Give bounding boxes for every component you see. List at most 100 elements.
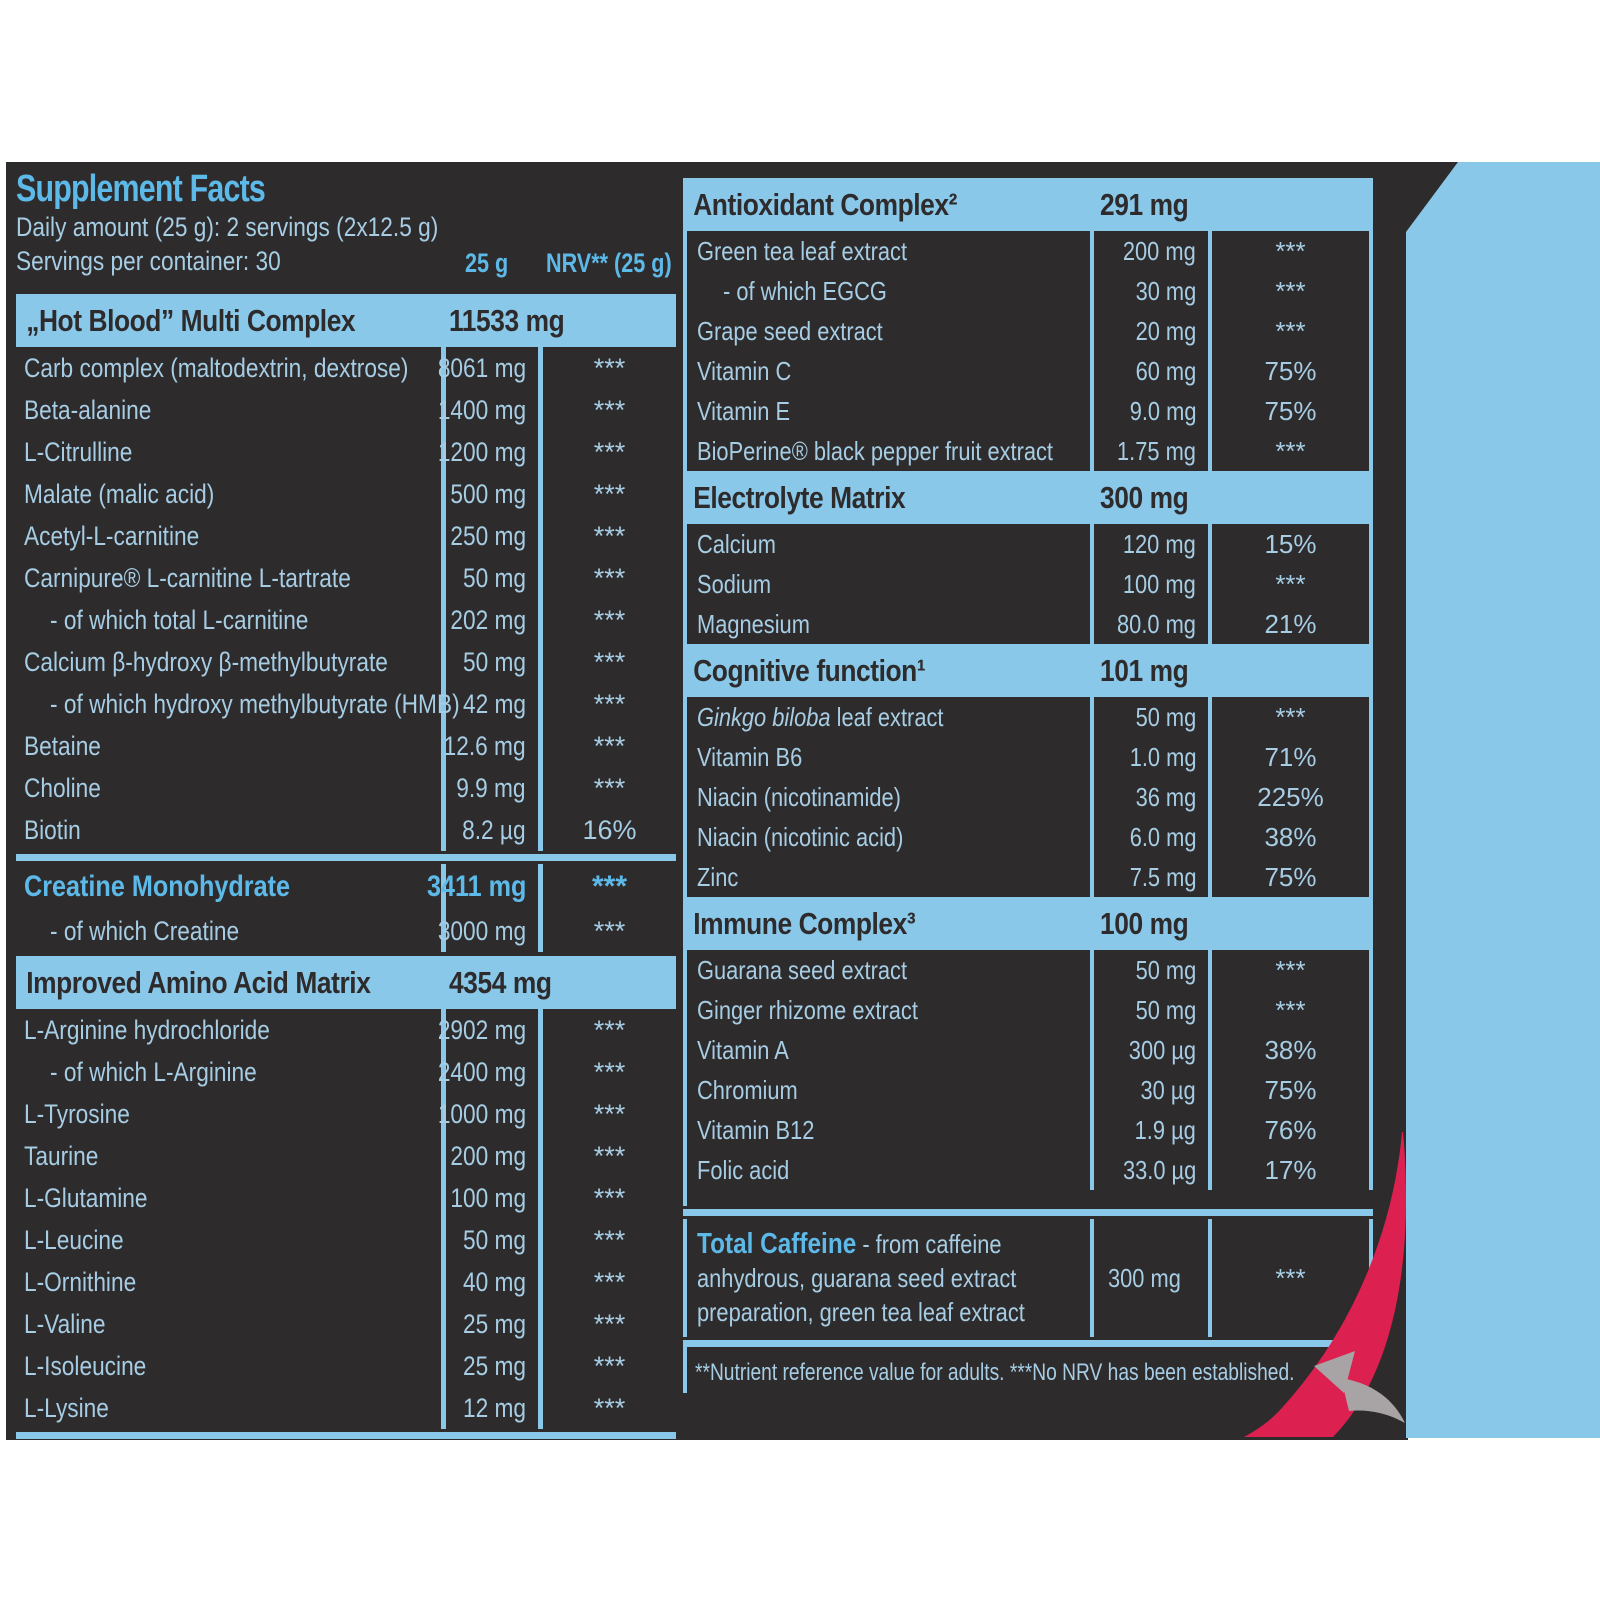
ingredient-amount: 50 mg — [1090, 697, 1212, 737]
ingredient-name: Zinc — [683, 857, 1090, 897]
ingredient-nrv: *** — [593, 520, 626, 551]
ingredient-nrv: *** — [593, 688, 626, 719]
ingredient-name: Magnesium — [683, 604, 1090, 644]
creatine-monohydrate-row: Creatine Monohydrate 3411 mg *** — [16, 864, 676, 910]
ingredient-nrv: *** — [1212, 431, 1373, 471]
table-row: L-Tyrosine 1000 mg *** — [16, 1093, 676, 1135]
ingredient-nrv: 15% — [1212, 524, 1373, 564]
section-amount: 291 mg — [1100, 186, 1189, 222]
antioxidant-rows: Green tea leaf extract 200 mg *** - of w… — [683, 231, 1373, 471]
ingredient-amount: 250 mg — [441, 515, 543, 557]
table-row: Vitamin C 60 mg 75% — [683, 351, 1373, 391]
red-swoosh-decoration — [1244, 1132, 1406, 1437]
servings-text: Servings per container: 30 — [16, 246, 281, 276]
table-row: Zinc 7.5 mg 75% — [683, 857, 1373, 897]
table-row: Chromium 30 µg 75% — [683, 1070, 1373, 1110]
table-row: L-Isoleucine 25 mg *** — [16, 1345, 676, 1387]
table-row: Niacin (nicotinic acid) 6.0 mg 38% — [683, 817, 1373, 857]
ingredient-amount: 1.75 mg — [1090, 431, 1212, 471]
ingredient-amount: 1400 mg — [438, 389, 543, 431]
table-row: Grape seed extract 20 mg *** — [683, 311, 1373, 351]
table-row: Guarana seed extract 50 mg *** — [683, 950, 1373, 990]
ingredient-amount: 50 mg — [1090, 950, 1212, 990]
ingredient-name: Vitamin A — [683, 1030, 1090, 1070]
ingredient-name: Green tea leaf extract — [683, 231, 1090, 271]
ingredient-amount: 8.2 µg — [441, 809, 543, 851]
language-sidebar — [1406, 162, 1600, 1438]
ingredient-nrv: *** — [593, 772, 626, 803]
ingredient-name: Chromium — [683, 1070, 1090, 1110]
ingredient-name: Folic acid — [683, 1150, 1090, 1190]
table-row: Ginger rhizome extract 50 mg *** — [683, 990, 1373, 1030]
ingredient-nrv: *** — [1212, 697, 1373, 737]
table-row: - of which total L-carnitine 202 mg *** — [16, 599, 676, 641]
ingredient-name: - of which EGCG — [683, 271, 1090, 311]
footnote: **Nutrient reference value for adults. *… — [683, 1347, 1373, 1393]
ingredient-nrv: *** — [1212, 990, 1373, 1030]
peel-arrow-icon — [1314, 1351, 1405, 1423]
ingredient-nrv: *** — [593, 604, 626, 635]
electrolyte-rows: Calcium 120 mg 15% Sodium 100 mg *** Mag… — [683, 524, 1373, 644]
section-amount: 101 mg — [1100, 652, 1189, 688]
section-amount: 300 mg — [1100, 479, 1189, 515]
ingredient-nrv: 75% — [1212, 857, 1373, 897]
ingredient-name: L-Lysine — [24, 1392, 109, 1423]
table-row: Ginkgo biloba leaf extract 50 mg *** — [683, 697, 1373, 737]
ingredient-amount: 120 mg — [1090, 524, 1212, 564]
ingredient-nrv: 225% — [1212, 777, 1373, 817]
ingredient-nrv: *** — [593, 1140, 626, 1171]
table-row: L-Valine 25 mg *** — [16, 1303, 676, 1345]
ingredient-name: L-Ornithine — [24, 1266, 137, 1297]
ingredient-name: Vitamin B6 — [683, 737, 1090, 777]
table-row: Calcium 120 mg 15% — [683, 524, 1373, 564]
section-header-cognitive-function: Cognitive function¹ 101 mg — [683, 644, 1373, 697]
ingredient-amount: 3000 mg — [438, 910, 543, 952]
ingredient-name: Ginger rhizome extract — [683, 990, 1090, 1030]
ingredient-amount: 33.0 µg — [1090, 1150, 1212, 1190]
ingredient-nrv: *** — [593, 1182, 626, 1213]
section-header-immune-complex: Immune Complex³ 100 mg — [683, 897, 1373, 950]
ingredient-amount: 300 µg — [1090, 1030, 1212, 1070]
section-header-electrolyte-matrix: Electrolyte Matrix 300 mg — [683, 471, 1373, 524]
ingredient-name: L-Citrulline — [24, 436, 133, 467]
table-row: L-Glutamine 100 mg *** — [16, 1177, 676, 1219]
table-row: BioPerine® black pepper fruit extract 1.… — [683, 431, 1373, 471]
ingredient-nrv: *** — [593, 562, 626, 593]
ingredient-name: L-Glutamine — [24, 1182, 148, 1213]
table-row: Vitamin A 300 µg 38% — [683, 1030, 1373, 1070]
ingredient-name: Creatine Monohydrate — [24, 870, 291, 903]
daily-amount-text: Daily amount (25 g): 2 servings (2x12.5 … — [16, 212, 439, 242]
caffeine-top-line — [683, 1209, 1373, 1216]
ingredient-amount: 500 mg — [441, 473, 543, 515]
table-row: L-Leucine 50 mg *** — [16, 1219, 676, 1261]
section-amount: 100 mg — [1100, 905, 1189, 941]
ingredient-name: - of which hydroxy methylbutyrate (HMB) — [50, 688, 460, 719]
ingredient-amount: 1.0 mg — [1090, 737, 1212, 777]
ingredient-name: Malate (malic acid) — [24, 478, 215, 509]
red-ribbon-shape — [1244, 1132, 1406, 1437]
table-row: - of which hydroxy methylbutyrate (HMB) … — [16, 683, 676, 725]
ingredient-amount: 42 mg — [441, 683, 543, 725]
ingredient-amount: 3411 mg — [427, 864, 543, 910]
table-row: Taurine 200 mg *** — [16, 1135, 676, 1177]
ingredient-amount: 2400 mg — [438, 1051, 543, 1093]
section-amount: 4354 mg — [449, 964, 552, 1000]
ingredient-name: Vitamin C — [683, 351, 1090, 391]
ingredient-nrv: 71% — [1212, 737, 1373, 777]
section-header-hot-blood-multi-complex: „Hot Blood” Multi Complex 11533 mg — [16, 294, 676, 347]
amino-acid-rows: L-Arginine hydrochloride 2902 mg *** - o… — [16, 1009, 676, 1429]
column-header-nrv: NRV** (25 g) — [546, 248, 672, 278]
language-instructions — [1422, 162, 1586, 1438]
ingredient-amount: 50 mg — [441, 1219, 543, 1261]
ingredient-name: Grape seed extract — [683, 311, 1090, 351]
ingredient-nrv: 75% — [1212, 351, 1373, 391]
ingredient-name: L-Tyrosine — [24, 1098, 130, 1129]
supplement-facts-table: Supplement Facts Daily amount (25 g): 2 … — [16, 168, 676, 1442]
ingredient-name: L-Valine — [24, 1308, 106, 1339]
table-row: Green tea leaf extract 200 mg *** — [683, 231, 1373, 271]
table-row: Choline 9.9 mg *** — [16, 767, 676, 809]
ingredient-amount: 40 mg — [441, 1261, 543, 1303]
ingredient-amount: 9.9 mg — [441, 767, 543, 809]
creatine-sub-row: - of which Creatine 3000 mg *** — [16, 910, 676, 952]
ingredient-name: Guarana seed extract — [683, 950, 1090, 990]
